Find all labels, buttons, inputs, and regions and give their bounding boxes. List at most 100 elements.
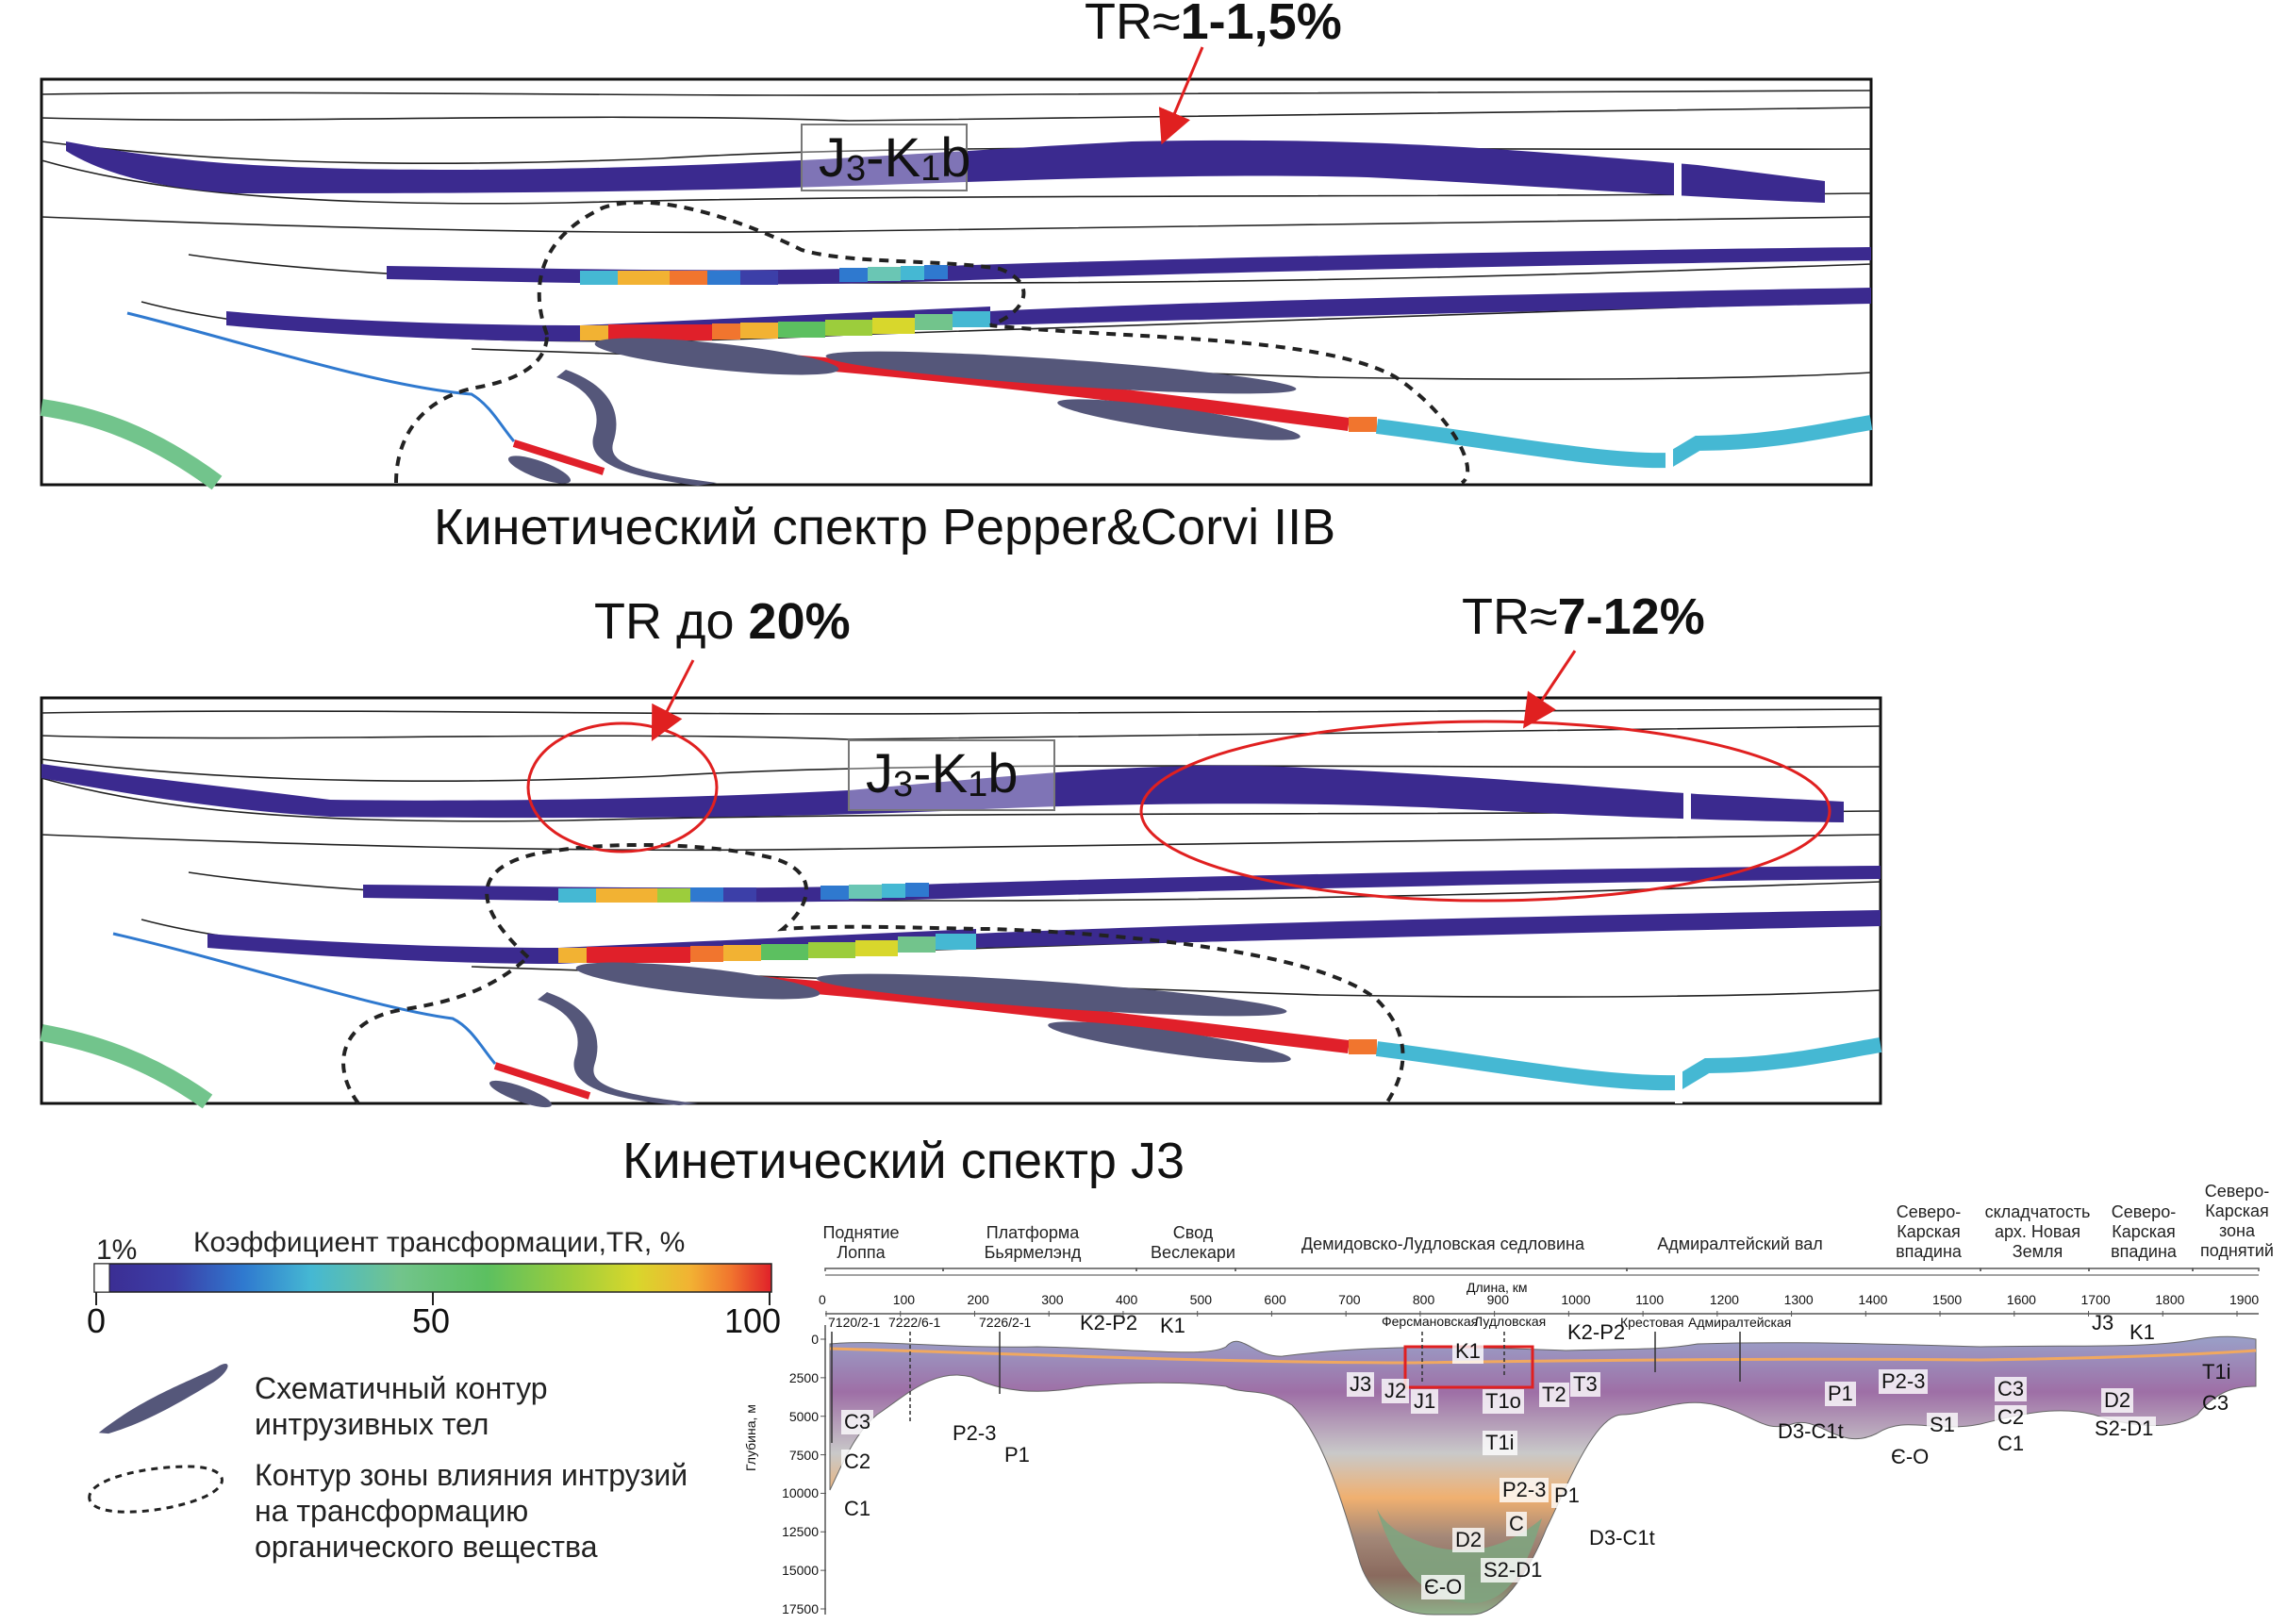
profile-header-admiralty: Адмиралтейский вал xyxy=(1657,1235,1823,1253)
strat-k1-b: K1 xyxy=(1452,1339,1483,1364)
top-formation-box xyxy=(801,124,968,191)
bottom-orange-cell xyxy=(1349,1039,1377,1054)
top-tr-annotation: TR≈1-1,5% xyxy=(1085,0,1342,51)
intrusion-shape xyxy=(1057,399,1301,440)
length-tick-label: 900 xyxy=(1486,1292,1509,1307)
profile-header-nkara-uplift: Северо-Карская зона поднятий xyxy=(2200,1182,2274,1260)
strat-j3-a: J3 xyxy=(1347,1372,1375,1397)
strat-t1i-e: T1i xyxy=(2202,1360,2231,1384)
tr-color-bar xyxy=(93,1263,772,1293)
bottom-tr-right-annotation: TR≈7-12% xyxy=(1462,588,1705,646)
top-green-base xyxy=(40,399,223,490)
top-formation-part: J xyxy=(819,127,846,189)
strat-j1: J1 xyxy=(1411,1389,1439,1414)
depth-tick-label: 2500 xyxy=(788,1369,819,1385)
strat-eo-c: Є-O xyxy=(1888,1445,1932,1469)
strat-p23-c: P2-3 xyxy=(1879,1369,1929,1394)
length-tick-label: 1900 xyxy=(2229,1292,2260,1307)
top-formation-label: J3-K1b xyxy=(819,126,971,190)
length-tick-label: 0 xyxy=(819,1292,826,1307)
bottom-band-2-colors xyxy=(558,883,929,903)
bottom-j3k1b-band xyxy=(330,765,1844,822)
strat-d3c1t-b: D3-C1t xyxy=(1589,1526,1655,1549)
depth-tick-marks xyxy=(820,1338,826,1610)
bottom-formation-sub: 3 xyxy=(893,765,914,804)
bottom-band-3-colors xyxy=(558,934,976,963)
strat-c1-c: C1 xyxy=(1997,1432,2025,1455)
bottom-tr-left-prefix: TR до xyxy=(594,593,749,650)
legend xyxy=(88,1263,772,1514)
length-tick-label: 100 xyxy=(892,1292,916,1307)
length-tick-label: 800 xyxy=(1412,1292,1435,1307)
strat-k2p2-a: K2-P2 xyxy=(1080,1311,1138,1334)
length-tick-label: 300 xyxy=(1041,1292,1064,1307)
bottom-deep-line xyxy=(112,932,497,1065)
strat-p1-c: P1 xyxy=(1825,1382,1856,1406)
strat-p1-a: P1 xyxy=(1002,1443,1033,1467)
length-tick-label: 600 xyxy=(1264,1292,1286,1307)
well-7226: 7226/2-1 xyxy=(979,1315,1032,1330)
profile-header-loppa: Поднятие Лоппа xyxy=(822,1223,900,1262)
bottom-tr-right-value: 7-12% xyxy=(1557,588,1705,645)
profile-wells xyxy=(831,1332,1741,1443)
strat-c1-a: C1 xyxy=(841,1497,874,1521)
strat-p23-a: P2-3 xyxy=(950,1421,1000,1446)
bottom-j3k1b-left xyxy=(41,764,330,817)
profile-header-veslekari: Свод Веслекари xyxy=(1151,1223,1235,1262)
profile-horizon xyxy=(829,1347,2257,1365)
length-tick-label: 1200 xyxy=(1709,1292,1739,1307)
strat-s1: S1 xyxy=(1927,1413,1958,1437)
depth-tick-label: 0 xyxy=(811,1332,819,1347)
well-7120: 7120/2-1 xyxy=(828,1315,881,1330)
bottom-tr-left-value: 20% xyxy=(748,593,851,650)
legend-tick-0: 0 xyxy=(87,1301,107,1340)
top-tr-arrow xyxy=(1158,46,1204,145)
bottom-tr-right-approx: ≈ xyxy=(1529,588,1558,645)
bottom-blue-streak xyxy=(1375,1037,1882,1091)
depth-tick-label: 12500 xyxy=(782,1524,819,1540)
depth-axis-label: Глубина, м xyxy=(743,1404,758,1471)
length-tick-label: 700 xyxy=(1338,1292,1361,1307)
top-horizons xyxy=(41,90,1872,380)
well-krestovaya: Крестовая xyxy=(1620,1315,1684,1330)
top-deep-red xyxy=(512,439,605,475)
intrusion-shape xyxy=(825,351,1297,394)
length-tick-label: 200 xyxy=(967,1292,989,1307)
bottom-formation-box xyxy=(848,739,1055,811)
intrusion-shape xyxy=(594,338,839,375)
strat-d2-d: D2 xyxy=(2101,1388,2134,1413)
top-j3k1b-band xyxy=(66,140,1825,203)
intrusion-shape xyxy=(489,1080,553,1108)
bottom-gap-2 xyxy=(1675,1037,1682,1103)
length-tick-label: 1100 xyxy=(1635,1292,1665,1307)
top-formation-part: -K xyxy=(866,127,921,189)
bottom-red-streak xyxy=(735,974,1350,1053)
bottom-band-gap xyxy=(1683,783,1691,830)
legend-intrusion-label: Схематичный контур интрузивных тел xyxy=(255,1371,548,1441)
length-tick-label: 1600 xyxy=(2006,1292,2036,1307)
legend-scale-min: 1% xyxy=(96,1235,138,1266)
profile-brackets xyxy=(824,1268,2260,1271)
intrusion-shape xyxy=(507,456,572,484)
bottom-formation-label: J3-K1b xyxy=(866,742,1019,805)
length-tick-label: 1300 xyxy=(1783,1292,1814,1307)
bottom-tr-left-annotation: TR до 20% xyxy=(594,592,851,651)
top-band-gap xyxy=(1674,158,1682,206)
bottom-tr-right-prefix: TR xyxy=(1462,588,1530,645)
profile-header-nkara-1: Северо-Карская впадина xyxy=(1896,1202,1962,1261)
tr-left-arrow xyxy=(651,659,695,742)
intrusion-shape xyxy=(1048,1021,1291,1063)
strat-j3-d: J3 xyxy=(2092,1311,2114,1334)
strat-s2d1-d: S2-D1 xyxy=(2092,1417,2157,1441)
depth-tick-label: 7500 xyxy=(788,1447,819,1463)
strat-c2-a: C2 xyxy=(841,1450,874,1474)
top-formation-sub: 1 xyxy=(920,149,941,189)
top-gap-2 xyxy=(1666,415,1673,481)
bottom-band-3 xyxy=(207,929,976,964)
length-tick-label: 400 xyxy=(1115,1292,1138,1307)
bottom-green-base xyxy=(40,1024,213,1109)
bottom-deep-red xyxy=(493,1062,591,1100)
length-axis-label: Длина, км xyxy=(1467,1280,1528,1295)
top-caption: Кинетический спектр Pepper&Corvi IIB xyxy=(434,499,1336,555)
intrusion-shape xyxy=(538,992,698,1105)
